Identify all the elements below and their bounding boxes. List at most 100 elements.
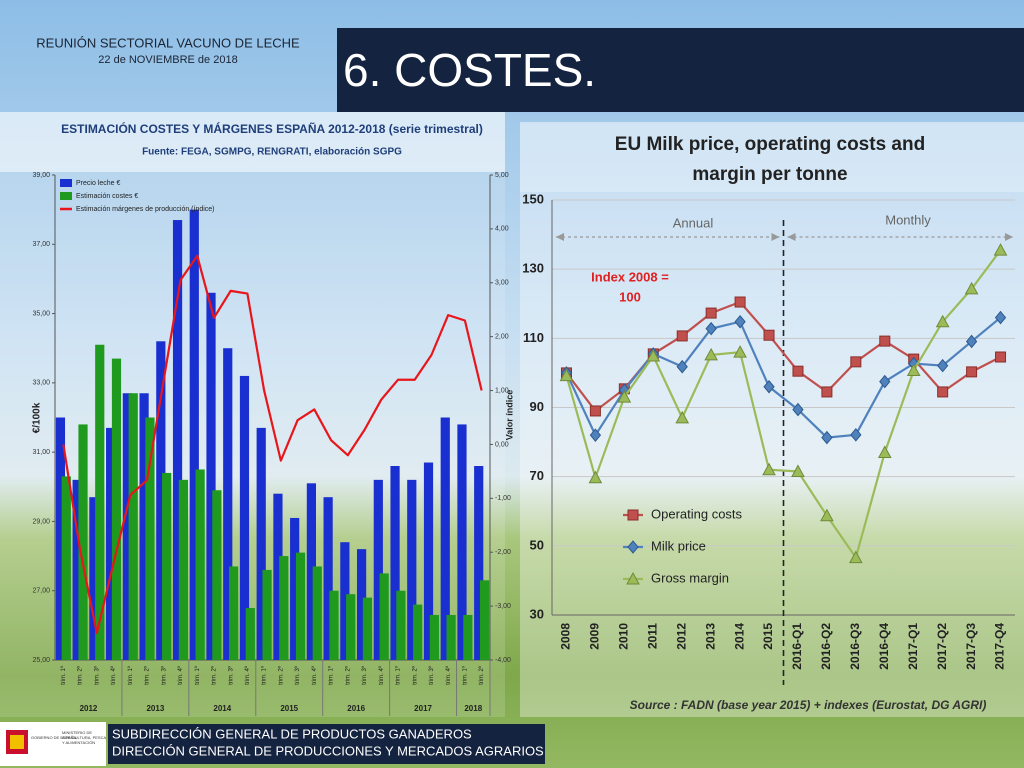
x-tick-label: 2009 xyxy=(588,623,602,650)
bar xyxy=(479,580,490,660)
y-tick-label: 50 xyxy=(530,537,544,552)
x-tick-label: trim. 1º xyxy=(395,665,402,685)
marker xyxy=(877,445,892,458)
bar xyxy=(55,417,66,660)
y2-tick-label: -4,00 xyxy=(495,657,511,664)
bar xyxy=(223,348,233,660)
group-label: 2015 xyxy=(280,704,298,713)
x-tick-label: trim. 4º xyxy=(311,665,318,685)
x-tick-label: trim. 2º xyxy=(411,665,418,685)
bar xyxy=(446,614,456,660)
x-tick-label: 2010 xyxy=(617,623,631,650)
y2-axis-label: Valor índice xyxy=(504,390,514,441)
marker xyxy=(705,321,717,336)
bar xyxy=(346,594,356,660)
x-tick-label: trim. 1º xyxy=(194,665,201,685)
bar xyxy=(407,479,417,660)
y-tick-label: 30 xyxy=(530,606,544,621)
marker xyxy=(733,345,747,358)
bar xyxy=(212,490,222,660)
legend-label: Precio leche € xyxy=(76,180,120,187)
marker xyxy=(935,314,950,328)
x-tick-label: 2016-Q3 xyxy=(848,623,862,670)
x-tick-label: 2015 xyxy=(761,623,775,650)
y-tick-label: 37,00 xyxy=(32,241,50,248)
marker xyxy=(705,307,717,319)
x-tick-label: trim. 4º xyxy=(445,665,452,685)
marker xyxy=(763,379,775,394)
x-tick-label: 2013 xyxy=(703,623,717,650)
marker xyxy=(646,348,661,362)
x-tick-label: trim. 2º xyxy=(77,665,84,685)
marker xyxy=(627,509,639,521)
group-label: 2014 xyxy=(213,704,231,713)
line-series xyxy=(565,316,1002,439)
x-tick-label: 2017-Q1 xyxy=(906,623,920,670)
bar xyxy=(279,556,289,660)
bar xyxy=(390,466,400,660)
y-tick-label: 27,00 xyxy=(32,588,50,595)
x-tick-label: trim. 3º xyxy=(160,665,167,685)
bar xyxy=(362,597,373,660)
bar xyxy=(440,417,450,660)
chart-title: ESTIMACIÓN COSTES Y MÁRGENES ESPAÑA 2012… xyxy=(61,121,483,136)
y-tick-label: 33,00 xyxy=(32,380,50,387)
x-tick-label: trim. 3º xyxy=(93,665,100,685)
bar xyxy=(162,472,172,660)
bar xyxy=(463,614,473,660)
bar xyxy=(229,566,239,660)
bar xyxy=(239,375,250,660)
logo-ministry: MINISTERIO DE AGRICULTURA, PESCA Y ALIME… xyxy=(62,730,106,745)
bar xyxy=(245,608,255,660)
annotation: 100 xyxy=(619,289,641,304)
bar xyxy=(413,604,423,660)
marker xyxy=(589,428,602,442)
slide-title: 6. COSTES. xyxy=(343,44,596,96)
x-tick-label: trim. 2º xyxy=(478,665,485,685)
bar xyxy=(78,424,88,660)
bar xyxy=(172,220,183,661)
marker xyxy=(965,334,978,349)
x-tick-label: trim. 3º xyxy=(361,665,368,685)
bar xyxy=(329,590,339,660)
line-series xyxy=(62,254,483,635)
title-box xyxy=(337,28,1024,112)
line-series xyxy=(565,249,1002,561)
x-tick-label: 2011 xyxy=(645,623,659,649)
bar xyxy=(290,517,300,660)
y2-tick-label: 1,00 xyxy=(495,387,509,394)
bar xyxy=(323,497,333,660)
bar xyxy=(61,476,71,660)
marker xyxy=(964,281,979,295)
x-tick-label: 2017-Q3 xyxy=(964,623,978,670)
x-tick-label: trim. 1º xyxy=(328,665,335,685)
bar xyxy=(262,569,272,660)
y-tick-label: 90 xyxy=(530,399,544,414)
legend-label: Operating costs xyxy=(651,506,743,521)
legend-label: Gross margin xyxy=(651,570,729,585)
arrow-head xyxy=(787,233,796,241)
x-tick-label: trim. 4º xyxy=(177,665,184,685)
y2-tick-label: 0,00 xyxy=(495,441,509,448)
x-tick-label: 2016-Q1 xyxy=(790,623,804,670)
marker xyxy=(792,402,804,417)
x-tick-label: trim. 1º xyxy=(261,665,268,685)
marker xyxy=(821,386,833,398)
legend-swatch xyxy=(60,179,72,187)
bar xyxy=(295,552,306,660)
marker xyxy=(850,428,862,442)
y2-tick-label: -3,00 xyxy=(495,603,511,610)
footer-box xyxy=(108,724,545,764)
bar xyxy=(111,358,122,660)
legend-swatch xyxy=(60,192,72,200)
legend-label: Estimación costes € xyxy=(76,193,138,200)
marker xyxy=(850,356,862,368)
bar xyxy=(128,393,138,660)
marker xyxy=(993,243,1008,256)
bar xyxy=(340,542,350,660)
source-note: Source : FADN (base year 2015) + indexes… xyxy=(630,698,987,712)
meeting-name: REUNIÓN SECTORIAL VACUNO DE LECHE xyxy=(36,35,300,50)
legend-label: Estimación márgenes de producción (índic… xyxy=(76,206,215,213)
